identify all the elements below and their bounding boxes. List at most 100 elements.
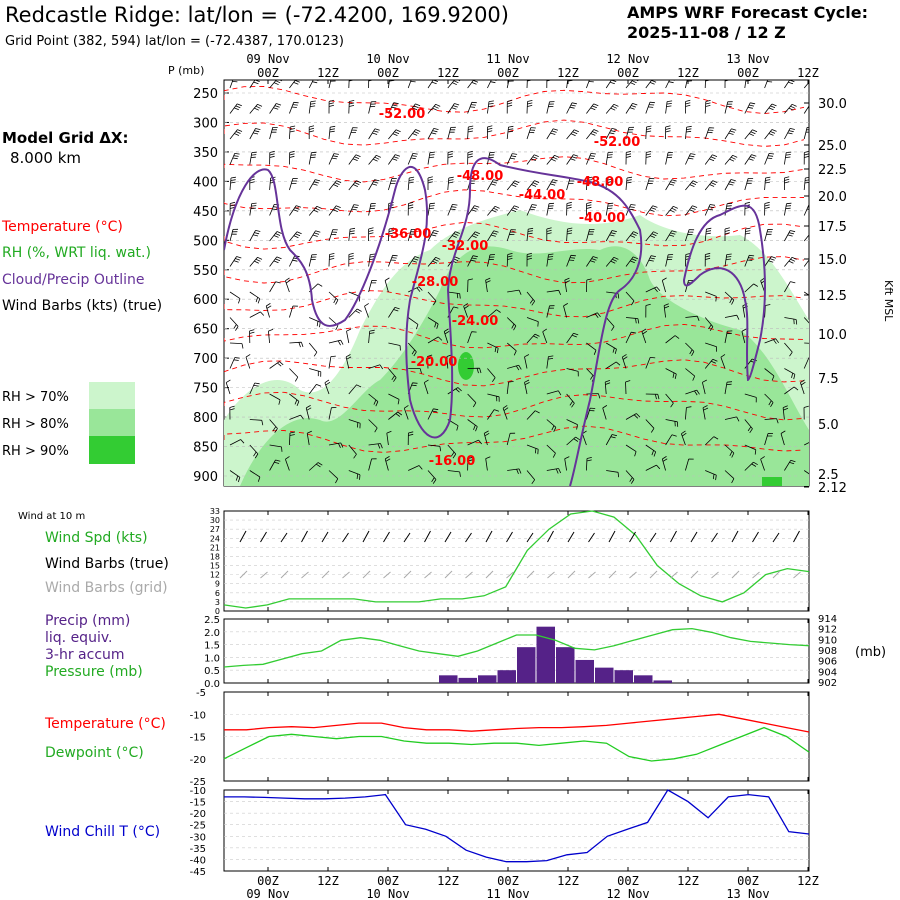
wind-barb [229, 201, 236, 216]
wind-barb [467, 439, 483, 446]
wind-barb [685, 125, 692, 140]
wind-barb [563, 303, 569, 318]
temperature-line [224, 713, 810, 733]
wind-barb [705, 342, 717, 352]
wind-barb [308, 254, 317, 267]
wind-barb [289, 150, 295, 165]
legend-dewpoint: Dewpoint (°C) [45, 745, 144, 761]
wind-barb [229, 153, 240, 165]
wind-barb [249, 103, 263, 114]
wind-barb [269, 256, 282, 267]
wind-barb [780, 430, 786, 446]
wind-barb [407, 431, 414, 446]
wind-barb [308, 100, 316, 114]
wind-barb [625, 80, 639, 89]
precip-tick-label-1: 0.5 [204, 666, 220, 677]
wind-barb [784, 80, 795, 89]
wind-barb [269, 80, 282, 89]
wind-barb [285, 277, 291, 293]
sfc-wind-barb-true [608, 530, 616, 543]
wind-barb [467, 331, 477, 344]
wind-barb [289, 414, 304, 420]
wind-barb [586, 153, 596, 165]
precip-bar [478, 675, 497, 683]
wind-barb [309, 368, 322, 377]
wind-barb [289, 205, 302, 216]
wind-barb [704, 317, 714, 332]
wind-barb [407, 342, 417, 357]
wind-barb [467, 419, 478, 432]
wind-barb [388, 254, 398, 267]
legend-wind-barbs-true: Wind Barbs (true) [45, 556, 169, 572]
wind-barb [605, 176, 612, 190]
wind-barb [566, 80, 573, 89]
wind-tick-label-2: 6 [215, 589, 220, 598]
sfc-wind-barb-grid [772, 570, 781, 579]
wind-barb [249, 202, 257, 216]
wind-barb [368, 80, 374, 89]
wind-barb [249, 151, 257, 165]
wind-barb [685, 153, 696, 165]
temperature-isotherm [224, 221, 805, 250]
wind-barb [645, 444, 657, 457]
wind-barb [447, 256, 460, 267]
wind-barb [348, 180, 362, 191]
wind-barb [229, 342, 244, 349]
sfc-wind-barb-grid [260, 571, 268, 579]
wind-barb [368, 203, 376, 216]
top-time-tick-5: 12Z [557, 66, 579, 80]
wind-barb [308, 342, 318, 357]
legend-cloud-outline: Cloud/Precip Outline [2, 272, 145, 288]
wind-barb [245, 354, 251, 369]
wind-barb [526, 127, 536, 140]
wind-barb [427, 291, 437, 306]
wind-barb [605, 128, 617, 140]
model-grid-value: 8.000 km [10, 149, 81, 167]
bottom-time-tick-7: 12Z [677, 874, 699, 888]
wind-barb [308, 462, 323, 471]
wind-barb [249, 382, 260, 395]
sfc-wind-barb-true [444, 531, 452, 543]
wind-barb [764, 201, 770, 216]
wind-barb [546, 101, 555, 114]
wind-barb [764, 393, 774, 408]
wind-barb [665, 230, 677, 242]
wind-barb [586, 129, 599, 140]
wind-barb [268, 328, 274, 344]
wind-barb [685, 458, 694, 471]
wind-barb [744, 80, 751, 89]
legend-wind-chill: Wind Chill T (°C) [45, 824, 160, 840]
pressure-line [223, 627, 810, 668]
wind-barb [804, 342, 809, 344]
wind-barb [526, 317, 539, 327]
wind-barb [546, 305, 555, 318]
wind-barb [526, 444, 539, 455]
wind-tick-label-5: 15 [210, 562, 220, 571]
sfc-wind-barb-true [362, 530, 370, 543]
pressure-tick-label-1: 300 [193, 116, 218, 131]
chart-title: Redcastle Ridge: lat/lon = (-72.4200, 16… [5, 3, 509, 27]
wind-barb [586, 278, 592, 293]
wind-barb [269, 281, 281, 293]
chill-tick-label-4: -30 [190, 832, 206, 843]
pressure-tick-label-3: 400 [193, 175, 218, 190]
wind-barb [606, 470, 619, 478]
wind-barb [685, 315, 700, 321]
wind-barb [526, 227, 534, 242]
wind-barb [705, 291, 717, 302]
bottom-time-tick-8: 00Z [737, 874, 759, 888]
wind-barb [764, 368, 775, 381]
temperature-label-10: -20.00 [411, 355, 458, 370]
wind-barb [784, 386, 799, 395]
sfc-wind-barb-true [280, 532, 288, 543]
wind-barb [368, 393, 379, 407]
rh90-region [458, 352, 474, 380]
wind-barb [605, 103, 619, 114]
sfc-wind-barb-true [506, 531, 513, 543]
precip-bar [458, 677, 477, 683]
wind-barb [289, 80, 302, 89]
wind-barb [665, 434, 677, 446]
precip-bar [556, 647, 575, 683]
wind-barb [308, 384, 322, 395]
wind-barb [625, 291, 635, 306]
